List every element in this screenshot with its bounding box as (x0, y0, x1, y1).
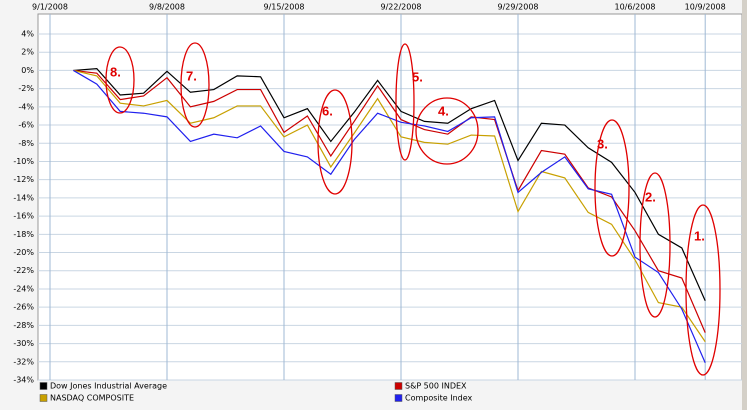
x-tick-label: 9/29/2008 (497, 3, 538, 12)
annotation-ellipse (685, 204, 721, 376)
series-line (73, 69, 706, 333)
annotation: 3. (597, 136, 608, 151)
y-tick-label: -30% (13, 339, 34, 348)
legend-label: Dow Jones Industrial Average (50, 382, 167, 391)
annotation-ellipse (639, 172, 671, 318)
legend-label: Composite Index (405, 394, 473, 403)
annotation-ellipse (395, 43, 415, 161)
annotation-ellipses (105, 42, 721, 376)
x-tick-label: 9/22/2008 (380, 3, 421, 12)
y-tick-label: -14% (13, 193, 34, 202)
series-line (73, 69, 706, 363)
series-line (73, 67, 706, 302)
y-tick-label: -20% (13, 248, 34, 257)
y-tick-label: -26% (13, 303, 34, 312)
legend: Dow Jones Industrial Average S&P 500 INDE… (39, 382, 473, 403)
legend-label: NASDAQ COMPOSITE (50, 394, 134, 403)
y-tick-label: 2% (21, 48, 34, 57)
y-tick-label: -4% (18, 102, 34, 111)
annotation-ellipse (594, 119, 630, 257)
annotation-ellipse (317, 89, 353, 195)
y-tick-label: -2% (18, 84, 34, 93)
y-tick-label: -28% (13, 321, 34, 330)
annotation-ellipse (180, 42, 210, 128)
legend-swatch (39, 394, 48, 402)
legend-swatch (394, 394, 403, 402)
y-tick-label: -22% (13, 266, 34, 275)
legend-swatch (394, 382, 403, 390)
annotation-ellipse (105, 46, 135, 114)
y-tick-label: -8% (18, 139, 34, 148)
y-tick-label: -32% (13, 357, 34, 366)
annotation: 7. (186, 68, 197, 83)
y-tick-label: 4% (21, 30, 34, 39)
y-tick-label: -12% (13, 175, 34, 184)
x-tick-label: 9/8/2008 (149, 3, 185, 12)
annotation: 2. (645, 189, 656, 204)
y-tick-label: -6% (18, 121, 34, 130)
annotation: 4. (438, 103, 449, 118)
y-tick-label: -24% (13, 284, 34, 293)
y-tick-label: 0% (21, 66, 34, 75)
annotation: 5. (412, 69, 423, 84)
x-tick-label: 10/9/2008 (685, 3, 726, 12)
plot-area (37, 13, 743, 381)
frame-edge (742, 0, 747, 410)
y-tick-label: -10% (13, 157, 34, 166)
legend-label: S&P 500 INDEX (405, 382, 467, 391)
y-tick-label: -18% (13, 230, 34, 239)
x-tick-label: 9/15/2008 (263, 3, 304, 12)
y-tick-label: -34% (13, 376, 34, 385)
plot: 4% 2% 0% -2% -4% -6% -8% -10% -12% -14% -16% -18% -2… (13, 3, 742, 385)
x-tick-label: 10/6/2008 (614, 3, 655, 12)
legend-swatch (39, 382, 48, 390)
annotation: 8. (110, 64, 121, 79)
y-tick-label: -16% (13, 212, 34, 221)
x-tick-label: 9/1/2008 (32, 3, 68, 12)
annotation: 6. (322, 103, 333, 118)
annotation-ellipse (415, 97, 479, 165)
annotation: 1. (694, 228, 705, 243)
